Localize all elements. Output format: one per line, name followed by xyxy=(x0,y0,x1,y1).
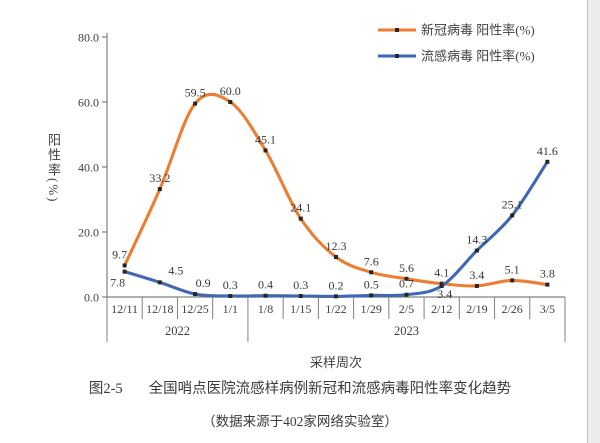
data-marker-covid xyxy=(157,187,162,192)
data-marker-flu xyxy=(439,283,444,288)
x-tick-label: 1/15 xyxy=(290,302,311,316)
data-marker-covid xyxy=(369,270,374,275)
x-tick-label: 1/29 xyxy=(361,302,382,316)
data-marker-flu xyxy=(404,292,409,297)
data-marker-flu xyxy=(334,294,338,299)
x-tick-label: 1/8 xyxy=(258,302,273,316)
positivity-trend-chart: 0.0 20.0 40.0 60.0 80.0 12/11 12/18 12/25 1/1 1/8… xyxy=(78,23,566,370)
y-tick-label: 20.0 xyxy=(78,226,99,240)
data-label-covid: 5.1 xyxy=(505,262,520,276)
x-tick-label: 12/11 xyxy=(111,302,138,316)
y-axis-title: 阳性率(%) xyxy=(46,133,61,204)
data-label-flu: 0.3 xyxy=(293,278,308,292)
data-marker-flu xyxy=(474,248,479,253)
data-marker-covid xyxy=(228,100,233,104)
data-label-covid: 33.2 xyxy=(149,171,170,185)
data-marker-flu xyxy=(510,213,515,218)
x-tick-label: 2/19 xyxy=(466,302,487,316)
x-tick-label: 1/22 xyxy=(325,302,346,316)
y-tick-label: 60.0 xyxy=(78,96,99,110)
data-label-covid: 9.7 xyxy=(112,247,127,261)
data-marker-flu xyxy=(545,159,550,164)
figure-title: 全国哨点医院流感样病例新冠和流感病毒阳性率变化趋势 xyxy=(148,381,512,397)
data-label-covid: 12.3 xyxy=(326,239,347,253)
data-marker-covid xyxy=(334,255,338,260)
x-tick-label: 1/1 xyxy=(223,302,238,316)
x-tick-label: 2/12 xyxy=(431,302,452,316)
data-source-note: （数据来源于402家网络实验室） xyxy=(202,414,398,429)
data-marker-covid xyxy=(193,101,198,106)
data-label-flu: 3.4 xyxy=(437,287,452,301)
data-marker-flu xyxy=(122,269,127,274)
data-label-flu: 14.3 xyxy=(466,233,487,247)
data-marker-flu xyxy=(193,292,198,297)
data-label-flu: 4.5 xyxy=(168,263,183,277)
data-label-covid: 3.4 xyxy=(469,268,484,282)
data-marker-covid xyxy=(298,216,303,221)
data-marker-flu xyxy=(228,294,233,299)
year-label: 2023 xyxy=(394,324,419,338)
x-tick-label: 3/5 xyxy=(540,302,555,316)
data-label-covid: 4.1 xyxy=(434,266,449,280)
data-label-covid: 60.0 xyxy=(220,84,241,98)
data-marker-covid xyxy=(122,263,127,268)
data-label-covid: 59.5 xyxy=(185,86,206,100)
figure-caption: 图2-5 全国哨点医院流感样病例新冠和流感病毒阳性率变化趋势 xyxy=(0,377,600,398)
data-marker-flu xyxy=(298,294,303,299)
x-tick-label: 12/18 xyxy=(146,302,173,316)
data-label-flu: 41.6 xyxy=(537,144,558,158)
data-label-flu: 7.8 xyxy=(110,276,125,290)
data-marker-covid xyxy=(439,281,444,286)
data-label-flu: 0.2 xyxy=(329,278,344,292)
data-label-covid: 7.6 xyxy=(364,254,379,268)
year-label: 2022 xyxy=(165,324,190,338)
data-label-flu: 0.4 xyxy=(258,278,273,292)
data-marker-covid xyxy=(474,283,479,288)
x-axis-title: 采样周次 xyxy=(310,355,362,370)
data-marker-flu xyxy=(157,280,162,285)
legend-marker-covid xyxy=(395,28,399,32)
data-label-covid: 5.6 xyxy=(399,261,414,275)
x-tick-label: 2/5 xyxy=(399,302,414,316)
data-label-covid: 3.8 xyxy=(540,267,555,281)
data-label-flu: 25.1 xyxy=(502,197,523,211)
legend-label-covid: 新冠病毒 阳性率(%) xyxy=(421,23,535,38)
data-label-flu: 0.9 xyxy=(196,276,211,290)
figure-number: 图2-5 xyxy=(88,381,123,397)
data-label-covid: 45.1 xyxy=(255,132,276,146)
data-marker-covid xyxy=(263,148,268,153)
y-tick-label: 0.0 xyxy=(84,291,99,305)
data-marker-covid xyxy=(545,282,550,287)
legend-label-flu: 流感病毒 阳性率(%) xyxy=(421,49,535,64)
data-marker-flu xyxy=(263,293,268,298)
data-label-flu: 0.7 xyxy=(399,277,414,291)
x-tick-label: 2/26 xyxy=(501,302,522,316)
data-marker-flu xyxy=(369,293,374,298)
data-label-covid: 24.1 xyxy=(290,201,311,215)
data-label-flu: 0.3 xyxy=(223,278,238,292)
page-edge xyxy=(587,0,600,443)
data-marker-covid xyxy=(510,278,515,283)
x-tick-label: 12/25 xyxy=(181,302,208,316)
y-tick-label: 80.0 xyxy=(78,31,99,45)
y-tick-label: 40.0 xyxy=(78,161,99,175)
data-label-flu: 0.5 xyxy=(364,277,379,291)
data-marker-covid xyxy=(404,276,409,281)
legend-marker-flu xyxy=(395,54,399,58)
